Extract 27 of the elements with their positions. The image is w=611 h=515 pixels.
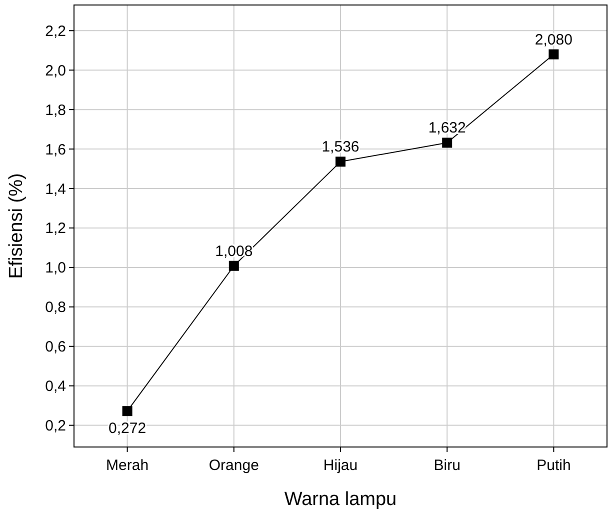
y-tick-label: 0,4 [45, 378, 66, 396]
x-tick-label: Orange [208, 457, 259, 474]
y-tick-label: 1,8 [45, 102, 66, 119]
x-tick-label: Biru [434, 457, 460, 474]
point [228, 260, 239, 271]
y-tick-label: 0,2 [45, 418, 66, 435]
y-axis-title: Efisiensi (%) [6, 173, 27, 279]
x-axis-title: Warna lampu [284, 489, 397, 510]
y-tick-label: 1,2 [45, 220, 66, 238]
point [336, 156, 346, 167]
y-tick-label: 0,8 [45, 299, 66, 316]
point [122, 406, 132, 416]
y-tick-label: 1,4 [45, 180, 66, 198]
x-tick-label: Merah [106, 457, 149, 474]
y-tick-label: 1,6 [45, 141, 66, 158]
y-tick-label: 2,0 [45, 62, 66, 80]
point [442, 138, 452, 148]
x-tick-label: Hijau [323, 457, 358, 474]
x-tick-label: Putih [536, 457, 571, 474]
data-label: 1,632 [428, 120, 466, 137]
data-label: 1,536 [322, 138, 360, 156]
y-tick-label: 2,2 [45, 22, 66, 40]
y-tick-label: 1,0 [45, 260, 66, 277]
data-label: 2,080 [534, 31, 572, 48]
data-label: 0,272 [108, 420, 146, 438]
y-tick-label: 0,6 [45, 338, 66, 356]
point [548, 49, 559, 60]
